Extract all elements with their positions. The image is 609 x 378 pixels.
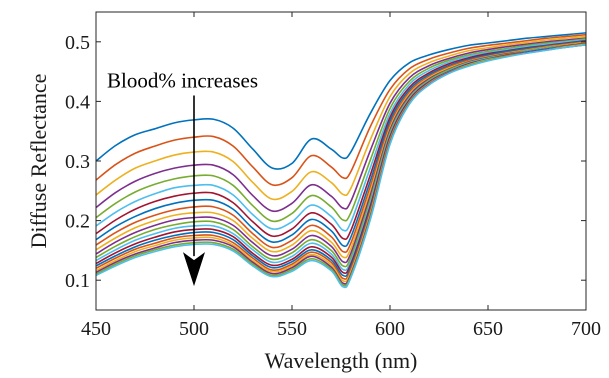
annotation-arrow-head — [183, 252, 205, 287]
series-line-8 — [96, 40, 586, 248]
y-tick-label: 0.5 — [65, 32, 90, 54]
series-line-2 — [96, 33, 586, 187]
y-tick-label: 0.3 — [65, 151, 90, 173]
series-line-1 — [96, 32, 586, 170]
y-tick-label: 0.1 — [65, 270, 90, 292]
tick-layer: 450 500 550 600 650 700 0.1 0.2 0.3 0.4 0.5 — [65, 12, 601, 340]
y-tick-label: 0.4 — [65, 91, 90, 113]
y-axis-title: Diffuse Reflectance — [26, 74, 51, 249]
x-tick-label: 700 — [571, 318, 601, 340]
series-line-20 — [96, 43, 586, 289]
x-tick-label: 650 — [473, 318, 503, 340]
annotation-text: Blood% increases — [107, 68, 258, 92]
series-line-4 — [96, 37, 586, 213]
series-line-6 — [96, 39, 586, 232]
x-axis-title: Wavelength (nm) — [265, 348, 418, 373]
series-line-3 — [96, 35, 586, 201]
x-tick-label: 450 — [81, 318, 111, 340]
series-layer — [96, 32, 586, 289]
x-tick-label: 600 — [375, 318, 405, 340]
annotation-layer: Blood% increases — [107, 68, 258, 287]
series-line-5 — [96, 38, 586, 223]
x-tick-label: 500 — [179, 318, 209, 340]
plot-frame — [95, 11, 587, 311]
y-tick-label: 0.2 — [65, 211, 90, 233]
x-tick-label: 550 — [277, 318, 307, 340]
